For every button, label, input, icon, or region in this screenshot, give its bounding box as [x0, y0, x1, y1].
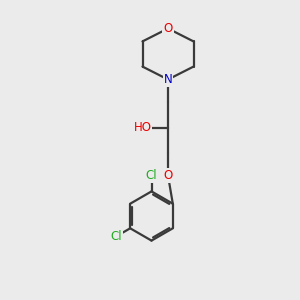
Text: Cl: Cl	[111, 230, 122, 243]
Text: O: O	[164, 169, 172, 182]
Text: N: N	[164, 73, 172, 86]
Text: O: O	[164, 22, 172, 35]
Text: HO: HO	[134, 121, 152, 134]
Text: Cl: Cl	[146, 169, 157, 182]
